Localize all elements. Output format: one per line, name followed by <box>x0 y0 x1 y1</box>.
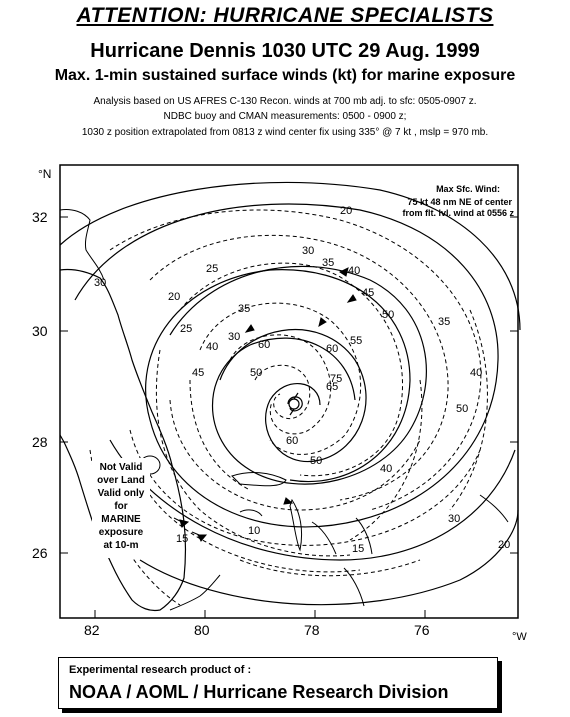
contour-value-label: 30 <box>228 331 240 343</box>
contour-value-label: 10 <box>248 525 260 537</box>
contour-value-label: 15 <box>176 533 188 545</box>
coastline <box>59 268 187 612</box>
svg-text:for: for <box>114 501 127 512</box>
contour-value-label: 35 <box>238 303 250 315</box>
lon-label-76: 76 <box>414 622 430 638</box>
wind-map: 32 30 28 26 82 80 78 76 °N °W Max Sfc. W… <box>0 150 570 650</box>
svg-text:exposure: exposure <box>99 527 144 538</box>
footer-credit-box: Experimental research product of : NOAA … <box>58 657 498 709</box>
contour-value-label: 25 <box>206 263 218 275</box>
wind-arrows <box>173 267 357 542</box>
contour-value-label: 60 <box>326 343 338 355</box>
lat-label-30: 30 <box>32 323 48 339</box>
svg-text:at 10-m: at 10-m <box>103 540 138 551</box>
contour-value-label: 65 <box>326 381 338 393</box>
lat-label-26: 26 <box>32 545 48 561</box>
footer-line1: Experimental research product of : <box>69 664 252 676</box>
contour-value-label: 75 <box>330 373 342 385</box>
land-validity-note: Not Valid over Land Valid only for MARIN… <box>92 458 150 558</box>
attention-banner: ATTENTION: HURRICANE SPECIALISTS <box>76 4 494 27</box>
contour-value-label: 40 <box>348 265 360 277</box>
coastline-inner <box>59 209 105 281</box>
footer-line2: NOAA / AOML / Hurricane Research Divisio… <box>69 682 449 702</box>
contour-value-label: 60 <box>286 435 298 447</box>
contour-value-label: 20 <box>340 205 352 217</box>
contour-value-label: 40 <box>470 367 482 379</box>
svg-text:from flt. lvl. wind at 0556 z: from flt. lvl. wind at 0556 z <box>402 208 514 218</box>
lon-label-80: 80 <box>194 622 210 638</box>
contour-value-label: 50 <box>456 403 468 415</box>
page-title: Hurricane Dennis 1030 UTC 29 Aug. 1999 <box>90 40 480 62</box>
svg-text:75 kt 48 nm NE of center: 75 kt 48 nm NE of center <box>407 197 512 207</box>
map-frame <box>59 164 519 619</box>
analysis-note: Analysis based on US AFRES C-130 Recon. … <box>93 96 477 107</box>
contour-value-label: 35 <box>438 316 450 328</box>
contour-value-label: 30 <box>94 277 106 289</box>
contour-value-label: 45 <box>362 287 374 299</box>
florida-keys <box>169 574 221 611</box>
contour-value-label: 60 <box>258 339 270 351</box>
lat-label-28: 28 <box>32 434 48 450</box>
max-wind-annotation: Max Sfc. Wind: 75 kt 48 nm NE of center … <box>402 184 514 218</box>
north-unit: °N <box>38 167 51 181</box>
contour-value-label: 35 <box>322 257 334 269</box>
lat-label-32: 32 <box>32 209 48 225</box>
contour-value-label: 40 <box>206 341 218 353</box>
svg-text:Max Sfc. Wind:: Max Sfc. Wind: <box>436 184 500 194</box>
lon-label-82: 82 <box>84 622 100 638</box>
contour-value-label: 30 <box>302 245 314 257</box>
contour-value-label: 50 <box>310 455 322 467</box>
svg-text:Valid only: Valid only <box>98 488 145 499</box>
position-note: 1030 z position extrapolated from 0813 z… <box>81 127 489 138</box>
bahamas-islands <box>231 472 509 607</box>
contour-value-label: 55 <box>350 335 362 347</box>
contour-value-label: 25 <box>180 323 192 335</box>
page-subtitle: Max. 1-min sustained surface winds (kt) … <box>54 67 516 84</box>
contour-value-label: 45 <box>192 367 204 379</box>
contour-value-label: 50 <box>382 309 394 321</box>
svg-text:Not Valid: Not Valid <box>100 462 143 473</box>
west-unit: °W <box>512 631 527 643</box>
svg-text:MARINE: MARINE <box>101 514 141 525</box>
frame-ticks <box>60 216 518 618</box>
contour-value-label: 20 <box>168 291 180 303</box>
buoy-note: NDBC buoy and CMAN measurements: 0500 - … <box>163 111 407 122</box>
contour-value-label: 50 <box>250 367 262 379</box>
lon-label-78: 78 <box>304 622 320 638</box>
svg-text:over Land: over Land <box>97 475 145 486</box>
solid-isotachs <box>59 181 521 606</box>
contour-value-label: 20 <box>498 539 510 551</box>
storm-center-icon <box>287 392 303 416</box>
contour-value-label: 40 <box>380 463 392 475</box>
contour-value-label: 30 <box>448 513 460 525</box>
contour-value-label: 15 <box>352 543 364 555</box>
